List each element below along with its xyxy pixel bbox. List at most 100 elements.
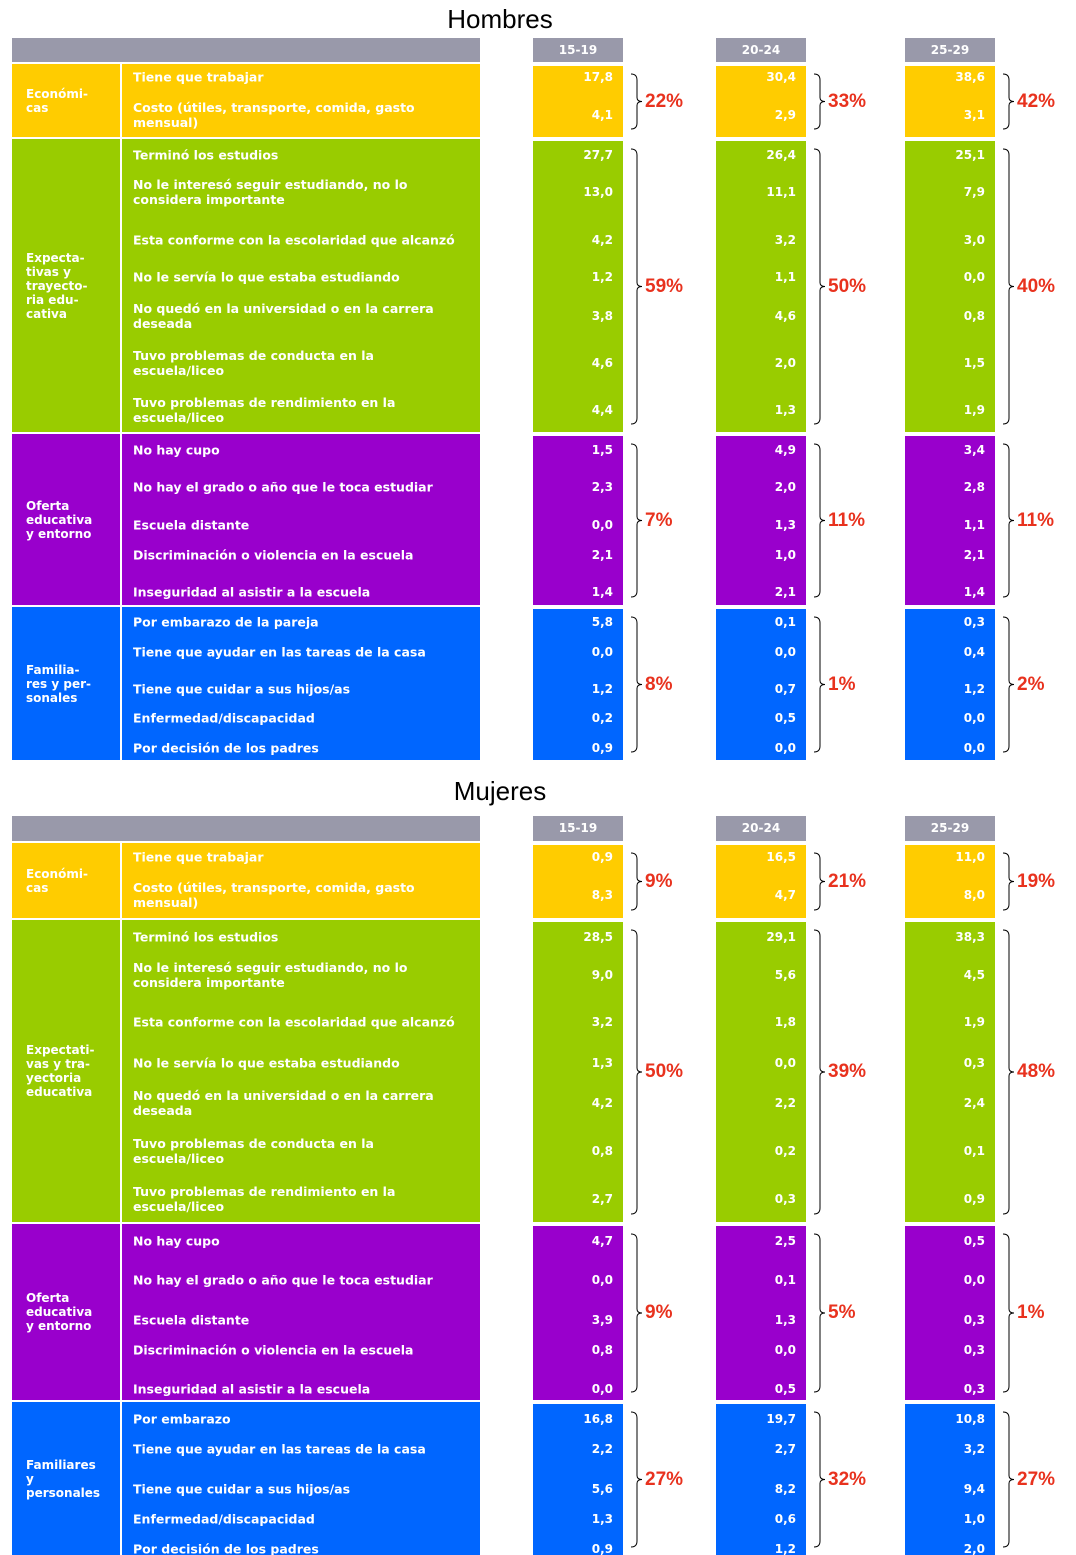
bracket	[1003, 617, 1014, 752]
value: 2,0	[716, 480, 796, 494]
column-header: 15-19	[533, 816, 623, 841]
value: 0,0	[716, 1056, 796, 1070]
value: 16,8	[533, 1412, 613, 1426]
value: 1,3	[533, 1512, 613, 1526]
value: 2,2	[533, 1442, 613, 1456]
group-label: Económi- cas	[12, 843, 120, 918]
bracket	[631, 1234, 642, 1392]
value: 16,5	[716, 850, 796, 864]
bracket	[631, 149, 642, 424]
value: 1,2	[533, 270, 613, 284]
value: 2,9	[716, 108, 796, 122]
column-block	[905, 922, 995, 1222]
value: 2,7	[716, 1442, 796, 1456]
reason: Discriminación o violencia en la escuela	[133, 1343, 468, 1358]
value: 29,1	[716, 930, 796, 944]
value: 1,2	[905, 682, 985, 696]
value: 3,2	[716, 233, 796, 247]
bracket	[631, 444, 642, 597]
column-header: 15-19	[533, 38, 623, 62]
value: 1,3	[716, 518, 796, 532]
value: 1,3	[716, 403, 796, 417]
value: 0,5	[716, 711, 796, 725]
value: 0,4	[905, 645, 985, 659]
value: 2,7	[533, 1192, 613, 1206]
reason: Tiene que trabajar	[133, 850, 468, 865]
reason: No le interesó seguir estudiando, no lo …	[133, 960, 468, 990]
bracket	[814, 74, 825, 129]
reason: Escuela distante	[133, 518, 468, 533]
value: 3,0	[905, 233, 985, 247]
group-total: 22%	[645, 91, 683, 113]
bracket	[814, 149, 825, 424]
reason: No quedó en la universidad o en la carre…	[133, 1088, 468, 1118]
reason: Enfermedad/discapacidad	[133, 711, 468, 726]
value: 2,2	[716, 1096, 796, 1110]
reason: Esta conforme con la escolaridad que alc…	[133, 1015, 468, 1030]
value: 19,7	[716, 1412, 796, 1426]
value: 4,1	[533, 108, 613, 122]
group-total: 59%	[645, 276, 683, 298]
bracket	[631, 853, 642, 910]
value: 3,2	[533, 1015, 613, 1029]
reason: Tuvo problemas de rendimiento en la escu…	[133, 1184, 468, 1214]
group-total: 7%	[645, 510, 672, 532]
reason: No le interesó seguir estudiando, no lo …	[133, 177, 468, 207]
value: 3,4	[905, 443, 985, 457]
page: HombresEconómi- casTiene que trabajarCos…	[0, 0, 1076, 1555]
value: 13,0	[533, 185, 613, 199]
header-bar	[12, 816, 480, 841]
value: 0,1	[716, 615, 796, 629]
group-total: 50%	[645, 1061, 683, 1083]
value: 4,2	[533, 233, 613, 247]
group-total: 27%	[1017, 1469, 1055, 1491]
value: 10,8	[905, 1412, 985, 1426]
value: 0,9	[533, 850, 613, 864]
group-total: 2%	[1017, 674, 1044, 696]
value: 4,6	[716, 309, 796, 323]
value: 0,2	[716, 1144, 796, 1158]
group-total: 21%	[828, 871, 866, 893]
value: 2,1	[716, 585, 796, 599]
value: 2,0	[905, 1542, 985, 1555]
value: 27,7	[533, 148, 613, 162]
value: 2,3	[533, 480, 613, 494]
value: 3,2	[905, 1442, 985, 1456]
reason: Tuvo problemas de conducta en la escuela…	[133, 348, 468, 378]
reason: No hay el grado o año que le toca estudi…	[133, 480, 468, 495]
value: 0,8	[533, 1343, 613, 1357]
value: 0,5	[716, 1382, 796, 1396]
value: 4,4	[533, 403, 613, 417]
value: 8,2	[716, 1482, 796, 1496]
value: 1,9	[905, 403, 985, 417]
group-label: Expectati- vas y tra- yectoria educativa	[12, 920, 120, 1222]
reason: No hay cupo	[133, 443, 468, 458]
reason: Por embarazo	[133, 1412, 468, 1427]
bracket	[1003, 74, 1014, 129]
group-total: 39%	[828, 1061, 866, 1083]
header-bar	[12, 38, 480, 62]
group-label: Económi- cas	[12, 64, 120, 137]
bracket	[631, 930, 642, 1214]
group-total: 33%	[828, 91, 866, 113]
value: 0,0	[716, 1343, 796, 1357]
value: 2,8	[905, 480, 985, 494]
value: 0,0	[905, 1273, 985, 1287]
value: 4,7	[533, 1234, 613, 1248]
value: 1,3	[533, 1056, 613, 1070]
group-total: 27%	[645, 1469, 683, 1491]
bracket	[814, 444, 825, 597]
value: 4,7	[716, 888, 796, 902]
reason: Costo (útiles, transporte, comida, gasto…	[133, 100, 468, 130]
column-header: 20-24	[716, 816, 806, 841]
reason: Inseguridad al asistir a la escuela	[133, 585, 468, 600]
column-header: 25-29	[905, 38, 995, 62]
value: 0,8	[905, 309, 985, 323]
reason: Enfermedad/discapacidad	[133, 1512, 468, 1527]
value: 0,0	[905, 741, 985, 755]
value: 0,9	[905, 1192, 985, 1206]
value: 4,9	[716, 443, 796, 457]
reason: Esta conforme con la escolaridad que alc…	[133, 233, 468, 248]
value: 2,1	[905, 548, 985, 562]
value: 1,0	[905, 1512, 985, 1526]
